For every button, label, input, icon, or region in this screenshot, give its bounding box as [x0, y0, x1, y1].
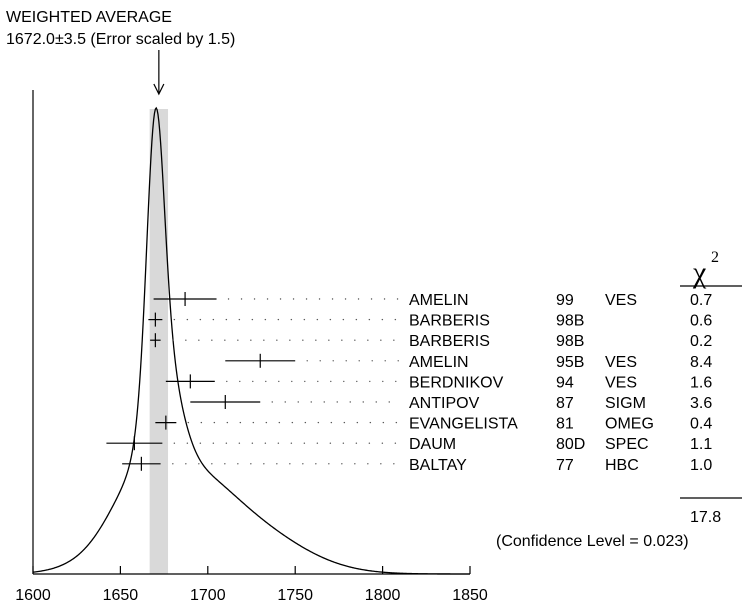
measurement-author: AMELIN [409, 354, 469, 371]
measurement-technique: VES [605, 354, 637, 371]
measurement-author: BARBERIS [409, 333, 490, 350]
chart-subtitle: 1672.0±3.5 (Error scaled by 1.5) [6, 31, 235, 48]
x-tick-label: 1800 [365, 587, 401, 604]
measurement-row: BALTAY 77 HBC 1.0 [122, 456, 712, 474]
x-tick-label: 1700 [190, 587, 226, 604]
measurement-chi2: 3.6 [690, 395, 712, 412]
measurement-author: BARBERIS [409, 313, 490, 330]
measurement-year: 99 [556, 292, 574, 309]
measurement-row: BARBERIS 98B 0.6 [148, 312, 712, 330]
measurement-technique: SIGM [605, 395, 646, 412]
measurement-chi2: 8.4 [690, 354, 712, 371]
measurement-author: EVANGELISTA [409, 416, 518, 433]
measurement-chi2: 1.1 [690, 436, 712, 453]
measurement-row: AMELIN 95B VES 8.4 [225, 353, 712, 371]
chi2-superscript: 2 [711, 249, 719, 266]
chi2-total: 17.8 [690, 509, 721, 526]
measurement-year: 98B [556, 333, 584, 350]
x-tick-label: 1850 [452, 587, 488, 604]
weighted-average-band [149, 109, 169, 574]
measurement-year: 98B [556, 313, 584, 330]
measurement-row: AMELIN 99 VES 0.7 [153, 292, 712, 309]
measurement-chi2: 0.6 [690, 313, 712, 330]
measurement-year: 81 [556, 416, 574, 433]
measurement-author: BALTAY [409, 457, 467, 474]
measurement-chi2: 1.6 [690, 374, 712, 391]
measurement-rows: AMELIN 99 VES 0.7 BARBERIS 98B 0.6 BARBERIS 98B 0… [106, 292, 712, 474]
measurement-year: 77 [556, 457, 574, 474]
measurement-row: ANTIPOV 87 SIGM 3.6 [190, 395, 712, 412]
confidence-level: (Confidence Level = 0.023) [496, 533, 689, 550]
x-tick-label: 1600 [15, 587, 51, 604]
measurement-technique: HBC [605, 457, 639, 474]
weighted-average-arrow [153, 50, 165, 96]
measurement-row: BERDNIKOV 94 VES 1.6 [165, 374, 712, 391]
measurement-year: 87 [556, 395, 574, 412]
measurement-row: DAUM 80D SPEC 1.1 [106, 436, 712, 453]
measurement-year: 95B [556, 354, 584, 371]
x-axis-ticks: 1600 1650 1700 1750 1800 1850 [15, 566, 488, 604]
x-tick-label: 1750 [277, 587, 313, 604]
x-tick-label: 1650 [103, 587, 139, 604]
measurement-year: 94 [556, 374, 574, 391]
chart-title: WEIGHTED AVERAGE [6, 9, 172, 26]
measurement-author: ANTIPOV [409, 395, 480, 412]
measurement-chi2: 1.0 [690, 457, 712, 474]
measurement-technique: VES [605, 292, 637, 309]
measurement-chi2: 0.2 [690, 333, 712, 350]
ideogram-curve [32, 106, 470, 575]
measurement-chi2: 0.7 [690, 292, 712, 309]
measurement-row: BARBERIS 98B 0.2 [150, 333, 712, 350]
measurement-author: DAUM [409, 436, 456, 453]
measurement-author: BERDNIKOV [409, 374, 504, 391]
measurement-technique: VES [605, 374, 637, 391]
measurement-author: AMELIN [409, 292, 469, 309]
chi2-symbol: χ [692, 256, 707, 289]
measurement-row: EVANGELISTA 81 OMEG 0.4 [155, 415, 712, 433]
measurement-technique: OMEG [605, 416, 654, 433]
chi2-header: χ 2 [680, 249, 742, 289]
measurement-technique: SPEC [605, 436, 649, 453]
measurement-year: 80D [556, 436, 585, 453]
measurement-chi2: 0.4 [690, 416, 712, 433]
